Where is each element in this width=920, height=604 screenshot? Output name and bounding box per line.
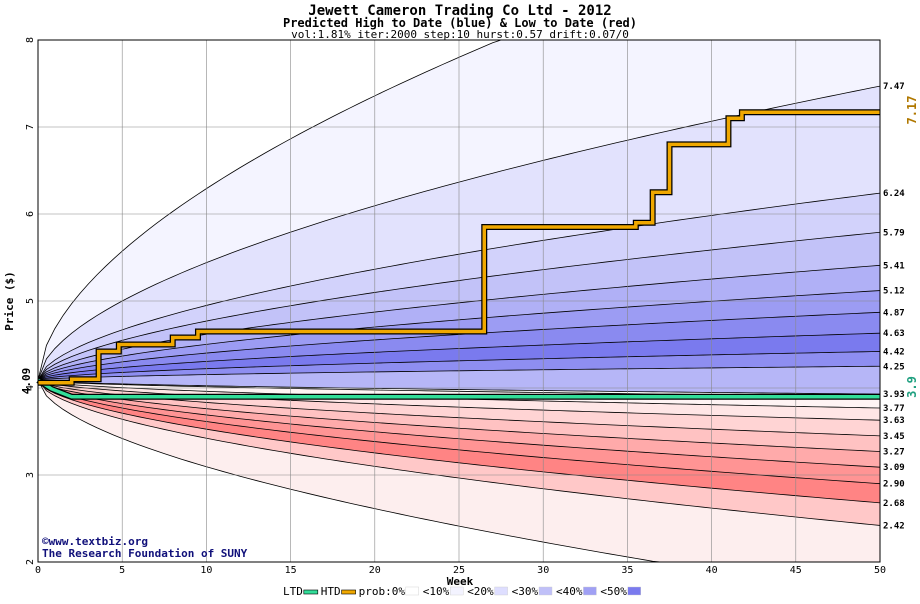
y-tick-label: 2 [25,559,36,565]
legend-swatch [303,589,319,595]
plot-frame [37,39,881,563]
low-band [38,380,880,526]
high-band [38,40,880,381]
quantile-end-label: 3.45 [883,432,905,442]
legend-label: <20% [467,585,494,598]
low-band [38,380,880,468]
current-low-label: 3.9 [905,376,919,398]
legend-label: LTD [283,585,303,598]
quantile-end-label: 3.27 [883,448,905,458]
legend-label: <50% [600,585,627,598]
y-tick-label: 8 [25,37,36,43]
quantile-end-label: 3.09 [883,463,905,473]
quantile-end-label: 3.63 [883,416,905,426]
legend-label: <10% [423,585,450,598]
high-band [38,265,880,381]
legend-label: prob:0% [359,585,406,598]
current-high-label: 7.17 [905,96,919,125]
high-to-date-line [38,110,880,385]
quantile-end-label: 5.41 [883,261,905,271]
quantile-end-label: 2.42 [883,521,905,531]
legend-swatch [405,586,419,596]
legend-swatch [627,586,641,596]
legend: LTD HTD prob:0% <10% <20% <30% <40% <50% [283,585,641,598]
quantile-end-label: 3.93 [883,390,905,400]
chart-title: Jewett Cameron Trading Co Ltd - 2012 [308,3,611,19]
quantile-end-label: 4.42 [883,347,905,357]
copyright-credit: ©www.textbiz.org [42,535,148,548]
legend-swatch [494,586,508,596]
grid [38,40,880,562]
x-tick-label: 25 [453,565,465,576]
quantile-end-labels: 7.47 6.24 5.79 5.41 5.12 4.87 4.63 4.42 4.25 3.93… [883,82,905,531]
high-band [38,232,880,381]
x-tick-label: 40 [706,565,718,576]
chart-subtitle: Predicted High to Date (blue) & Low to D… [283,16,637,30]
start-price-label: 4.09 [20,368,33,395]
x-tick-label: 35 [621,565,633,576]
x-tick-label: 45 [790,565,802,576]
x-tick-label: 15 [285,565,297,576]
x-tick-label: 10 [200,565,212,576]
simulation-params: vol:1.81% iter:2000 step:10 hurst:0.57 d… [291,28,629,41]
quantile-end-label: 6.24 [883,189,905,199]
quantile-end-label: 2.90 [883,480,905,490]
x-axis-label: Week [447,575,474,588]
legend-label: <40% [556,585,583,598]
quantile-end-label: 4.25 [883,362,905,372]
x-tick-label: 30 [537,565,549,576]
x-tick-labels: 0 5 10 15 20 25 30 35 40 45 50 [35,565,886,576]
x-tick-label: 0 [35,565,41,576]
y-tick-label: 6 [25,211,36,217]
x-tick-label: 50 [874,565,886,576]
quantile-end-label: 2.68 [883,499,905,509]
high-band [38,290,880,381]
x-tick-label: 20 [369,565,381,576]
legend-label: <30% [512,585,539,598]
x-tick-label: 5 [119,565,125,576]
low-band [38,380,880,484]
quantile-end-label: 4.87 [883,308,905,318]
low-band [38,380,880,503]
to-date-lines [36,109,880,400]
y-tick-label: 7 [25,124,36,130]
low-band [38,380,880,562]
quantile-end-label: 4.63 [883,329,905,339]
high-band [38,193,880,381]
legend-swatch [341,589,356,595]
legend-swatch [538,586,553,596]
legend-label: HTD [321,585,341,598]
quantile-end-label: 7.47 [883,82,905,92]
quantile-end-label: 5.12 [883,287,905,297]
y-tick-label: 4 [25,385,36,391]
legend-swatch [450,586,464,596]
y-tick-labels: 2 3 4 5 6 7 8 [25,37,36,565]
y-tick-label: 5 [25,298,36,304]
legend-swatch [583,586,597,596]
quantile-end-label: 3.77 [883,404,905,414]
low-band [38,380,880,452]
organization-credit: The Research Foundation of SUNY [42,547,248,560]
y-tick-label: 3 [25,472,36,478]
quantile-end-label: 5.79 [883,228,905,238]
y-axis-label: Price ($) [3,271,16,331]
